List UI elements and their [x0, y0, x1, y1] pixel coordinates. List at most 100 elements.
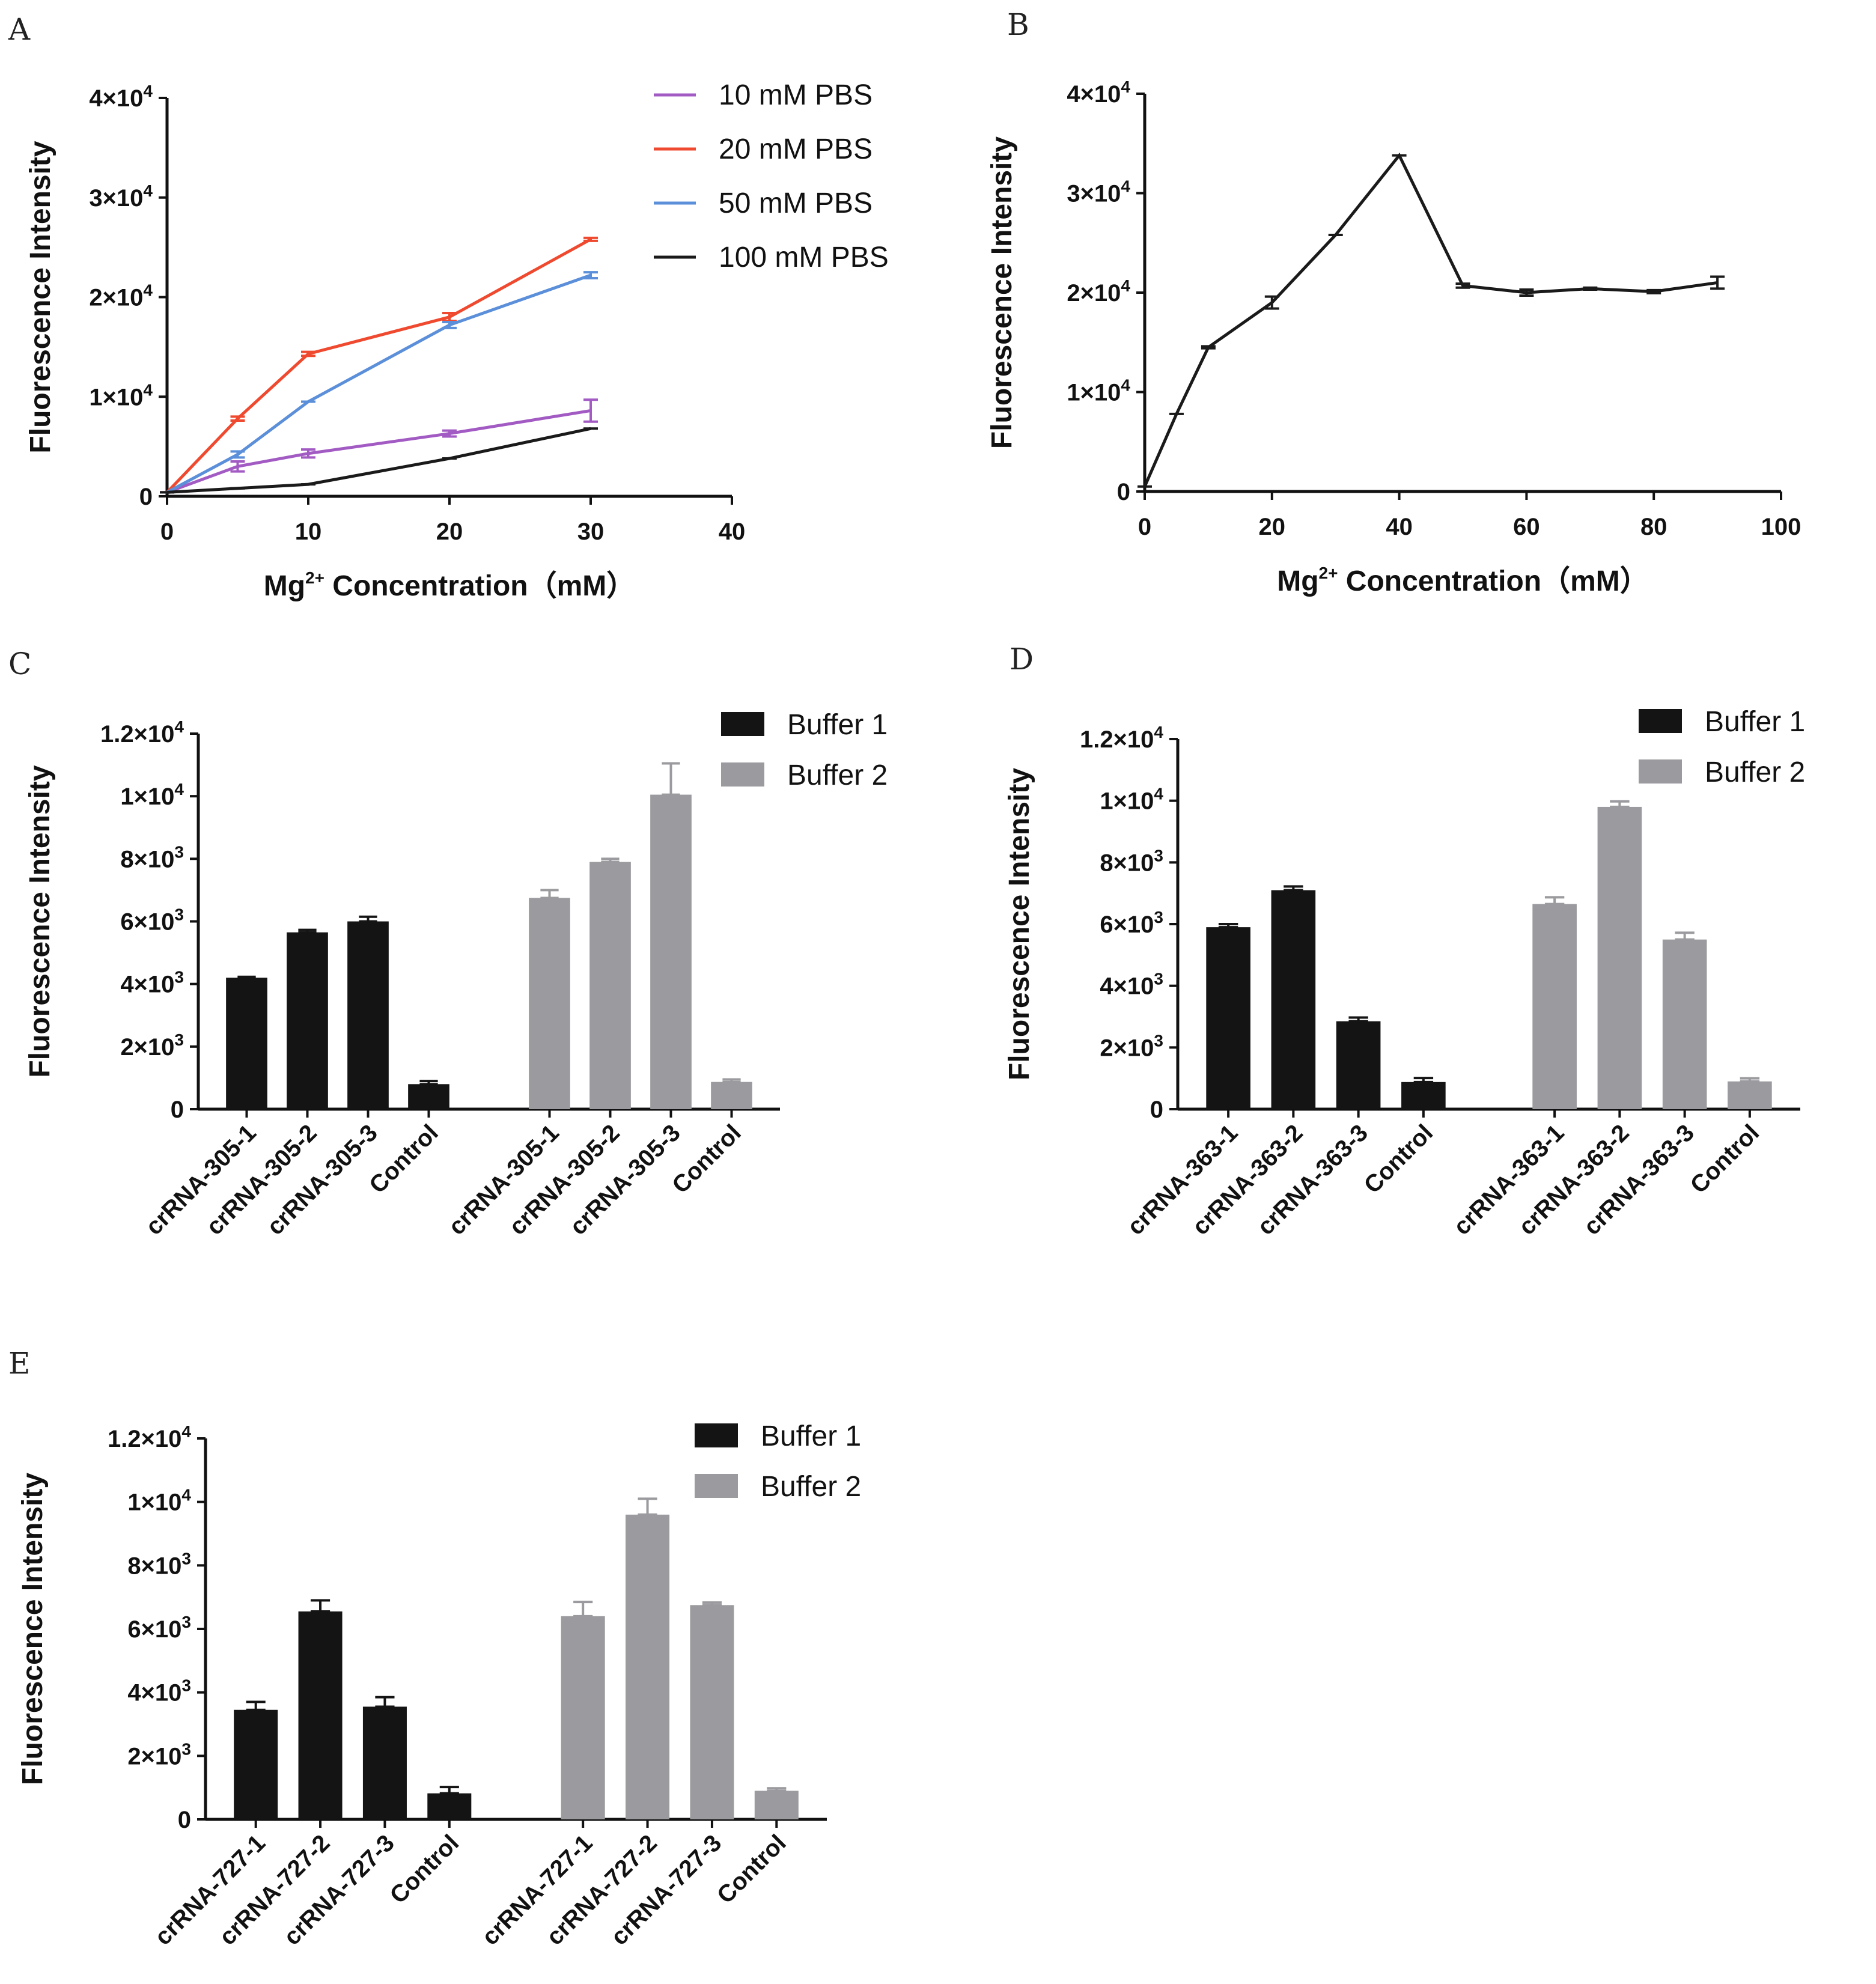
x-tick-label: crRNA-727-3	[606, 1830, 726, 1950]
legend-swatch	[1639, 709, 1682, 733]
x-tick-label: crRNA-727-2	[215, 1830, 335, 1950]
legend-label: Buffer 2	[1705, 756, 1805, 788]
bar	[427, 1793, 472, 1819]
bar	[626, 1514, 670, 1819]
y-tick-label: 1.2×104	[108, 1422, 191, 1452]
bar	[1532, 904, 1577, 1109]
legend-swatch	[721, 712, 764, 736]
y-tick-label: 0	[178, 1807, 191, 1833]
bar	[298, 1611, 343, 1819]
y-tick-label: 2×103	[127, 1739, 191, 1769]
panel-b: B 0 1×104 2×104 3×104 4×104 0 20 40 60 80 100 Fluore…	[986, 7, 1801, 597]
series-line	[166, 273, 591, 494]
y-tick-label: 0	[171, 1097, 184, 1123]
y-tick-label: 4×104	[89, 82, 153, 112]
bar	[347, 921, 389, 1109]
x-tick-label: 80	[1640, 514, 1667, 540]
bar	[690, 1605, 734, 1819]
legend-label: Buffer 2	[761, 1471, 861, 1503]
y-tick-label: 8×103	[120, 842, 184, 872]
bar	[589, 862, 631, 1109]
y-tick-label: 8×103	[1100, 846, 1163, 876]
x-tick-label: Control	[1686, 1119, 1765, 1199]
legend-swatch	[1639, 759, 1682, 784]
panel-d: D 0 2×103 4×103 6×103 8×103 1×104 1.2×104 Fluore…	[1003, 642, 1805, 1240]
x-tick-label: Control	[364, 1119, 443, 1199]
y-tick-label: 6×103	[120, 905, 184, 936]
bar	[408, 1084, 449, 1109]
y-tick-label: 0	[139, 484, 153, 510]
x-tick-label: 30	[577, 519, 605, 545]
panel-c: C 0 2×103 4×103 6×103 8×103 1×104 1.2×104 Fluore…	[8, 647, 888, 1240]
y-tick-label: 8×103	[127, 1549, 191, 1579]
bar	[561, 1616, 605, 1819]
x-tick-label: crRNA-363-1	[1449, 1119, 1570, 1240]
y-axis-title: Fluorescence Intensity	[986, 136, 1018, 449]
y-tick-label: 1×104	[89, 380, 153, 410]
bar	[287, 932, 328, 1109]
x-tick-label: crRNA-727-1	[477, 1830, 598, 1950]
panel-letter: A	[8, 12, 31, 47]
y-tick-label: 2×103	[120, 1030, 184, 1060]
bar	[1336, 1021, 1381, 1109]
legend-label: 20 mM PBS	[719, 133, 873, 165]
panel-letter: B	[1007, 7, 1029, 42]
y-tick-label: 6×103	[127, 1613, 191, 1643]
y-axis-title: Fluorescence Intensity	[25, 141, 56, 453]
bar	[1206, 927, 1250, 1109]
x-tick-label: 100	[1761, 514, 1801, 540]
y-axis-title: Fluorescence Intensity	[17, 1473, 49, 1785]
bar	[529, 898, 570, 1109]
x-tick-label: crRNA-727-3	[279, 1830, 400, 1950]
x-axis-title: Mg2+ Concentration（mM）	[264, 568, 636, 602]
bar	[362, 1706, 407, 1819]
y-tick-label: 0	[1150, 1097, 1163, 1123]
y-tick-label: 4×103	[127, 1676, 191, 1706]
y-axis-title: Fluorescence Intensity	[1003, 768, 1035, 1080]
y-tick-label: 1.2×104	[100, 717, 184, 747]
x-tick-label: crRNA-727-1	[150, 1830, 270, 1950]
bar	[1271, 890, 1316, 1109]
x-tick-label: 10	[295, 519, 322, 545]
y-tick-label: 1×104	[127, 1486, 191, 1516]
x-tick-label: Control	[1359, 1119, 1439, 1199]
panel-letter: D	[1010, 642, 1034, 677]
y-tick-label: 0	[1117, 479, 1130, 505]
x-tick-label: 20	[436, 519, 463, 545]
bar	[1401, 1082, 1446, 1109]
y-tick-label: 4×104	[1067, 78, 1130, 108]
x-tick-label: 60	[1513, 514, 1540, 540]
panel-e: E 0 2×103 4×103 6×103 8×103 1×104 1.2×104 Fluore…	[8, 1346, 861, 1950]
panel-letter: C	[8, 647, 31, 681]
series-line	[166, 238, 592, 494]
legend-swatch	[695, 1423, 738, 1447]
y-tick-label: 1×104	[1067, 376, 1130, 406]
y-tick-label: 2×103	[1100, 1031, 1163, 1061]
x-tick-label: 40	[719, 519, 746, 545]
y-tick-label: 1×104	[120, 780, 184, 810]
series-line	[1143, 152, 1718, 487]
y-tick-label: 6×103	[1100, 908, 1163, 938]
x-axis-title: Mg2+ Concentration（mM）	[1277, 564, 1649, 597]
legend-swatch	[695, 1474, 738, 1498]
x-tick-label: 0	[160, 519, 174, 545]
bar	[711, 1082, 752, 1109]
legend-label: 100 mM PBS	[719, 242, 889, 273]
x-tick-label: crRNA-727-2	[541, 1830, 662, 1950]
y-tick-label: 4×103	[120, 968, 184, 998]
bar	[1597, 806, 1642, 1109]
bar	[754, 1791, 799, 1819]
y-tick-label: 2×104	[89, 281, 153, 311]
legend-label: Buffer 1	[787, 709, 888, 741]
legend-label: Buffer 2	[787, 759, 888, 791]
bar	[1662, 939, 1707, 1109]
x-tick-label: Control	[712, 1830, 791, 1909]
y-axis-title: Fluorescence Intensity	[24, 765, 56, 1077]
bar	[650, 794, 692, 1109]
x-tick-label: Control	[667, 1119, 746, 1199]
bar	[226, 978, 267, 1109]
panel-a: A 0 1×104 2×104 3×104 4×104 0 10 20 30 40 Fluoresce…	[8, 12, 889, 602]
y-tick-label: 2×104	[1067, 276, 1130, 306]
y-tick-label: 1×104	[1100, 785, 1163, 815]
